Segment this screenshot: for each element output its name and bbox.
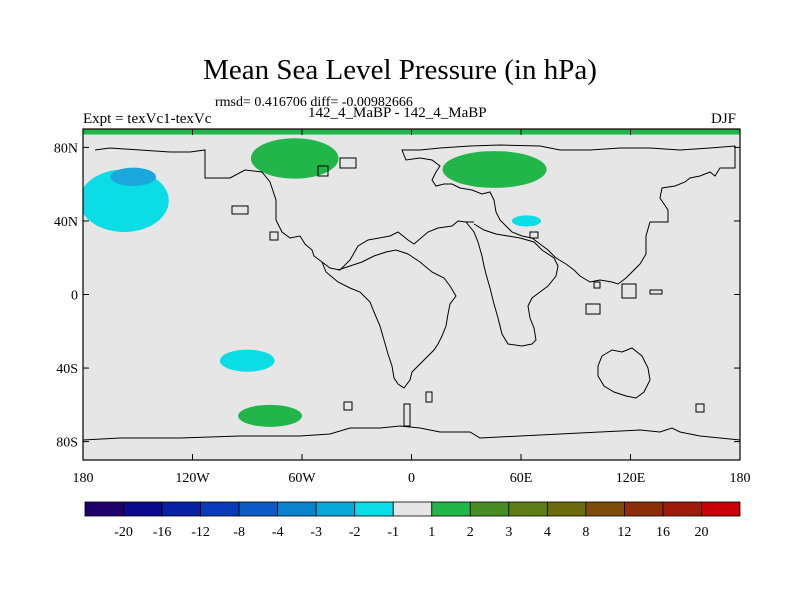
colorbar-label: 16 <box>656 525 670 540</box>
colorbar-label: -1 <box>387 525 399 540</box>
anomaly-green-siberia-north <box>442 151 547 188</box>
x-tick-label: 60W <box>288 471 316 486</box>
anomaly-cyan-pacific-north <box>83 169 169 232</box>
colorbar-label: -8 <box>233 525 245 540</box>
y-tick-label: 40S <box>56 362 78 377</box>
y-tick-label: 80N <box>54 141 78 156</box>
y-tick-label: 0 <box>71 289 78 304</box>
coastline-australia <box>597 347 651 399</box>
colorbar-swatch <box>508 501 548 517</box>
x-tick-label: 120W <box>175 471 210 486</box>
colorbar-swatch <box>701 501 741 517</box>
colorbar-label: 1 <box>428 525 435 540</box>
map-background <box>83 129 740 460</box>
anomaly-blue-pacific-north-core <box>110 167 156 187</box>
anomaly-cyan-caspian <box>511 215 542 227</box>
y-tick-label: 40N <box>54 215 78 230</box>
colorbar-label: 2 <box>467 525 474 540</box>
stats-text: rmsd= 0.416706 diff= -0.00982666 <box>215 95 413 110</box>
colorbar-swatch <box>431 501 471 517</box>
colorbar-label: 20 <box>694 525 708 540</box>
colorbar-swatch <box>277 501 317 517</box>
coastline-north-america <box>94 147 474 271</box>
colorbar-label: 4 <box>544 525 551 540</box>
x-tick-label: 120E <box>616 471 646 486</box>
coastline-south-america <box>321 249 457 389</box>
coastline-canada-islands <box>231 157 357 241</box>
colorbar-label: -20 <box>114 525 133 540</box>
x-tick-label: 0 <box>408 471 415 486</box>
coastline-africa <box>465 221 559 347</box>
colorbar-swatch <box>585 501 625 517</box>
colorbar-swatch <box>238 501 279 517</box>
anomaly-green-south-pacific <box>238 404 302 427</box>
coastline-islands-asia <box>529 231 663 315</box>
colorbar-label: -16 <box>153 525 172 540</box>
colorbar-swatch <box>469 501 510 517</box>
colorbar-label: -4 <box>272 525 284 540</box>
colorbar-label: -2 <box>349 525 361 540</box>
colorbar-swatch <box>624 501 664 517</box>
colorbar-swatch <box>354 501 394 517</box>
colorbar-label: -12 <box>191 525 210 540</box>
coastline-south-islands <box>343 391 705 427</box>
colorbar-swatch <box>123 501 163 517</box>
chart-title: Mean Sea Level Pressure (in hPa) <box>203 54 597 86</box>
colorbar-swatch <box>392 501 433 517</box>
anomaly-cyan-south-pacific <box>219 349 275 372</box>
colorbar-swatch <box>84 501 124 517</box>
colorbar-label: 12 <box>617 525 631 540</box>
case-label: 142_4_MaBP - 142_4_MaBP <box>308 105 487 121</box>
experiment-label: Expt = texVc1-texVc <box>83 111 212 127</box>
colorbar-swatch <box>161 501 201 517</box>
anomaly-green-greenland <box>250 138 339 179</box>
coastline-eurasia-africa <box>401 144 736 285</box>
colorbar-label: -3 <box>310 525 322 540</box>
colorbar-swatch <box>200 501 240 517</box>
x-tick-label: 180 <box>73 471 94 486</box>
coastline-antarctica <box>83 425 740 441</box>
colorbar-swatch <box>662 501 702 517</box>
colorbar-label: 8 <box>582 525 589 540</box>
colorbar-label: 3 <box>505 525 512 540</box>
colorbar-swatch <box>315 501 356 517</box>
season-label: DJF <box>711 111 737 127</box>
x-tick-label: 180 <box>730 471 751 486</box>
x-tick-label: 60E <box>510 471 533 486</box>
y-tick-label: 80S <box>56 436 78 451</box>
colorbar-swatch <box>546 501 587 517</box>
